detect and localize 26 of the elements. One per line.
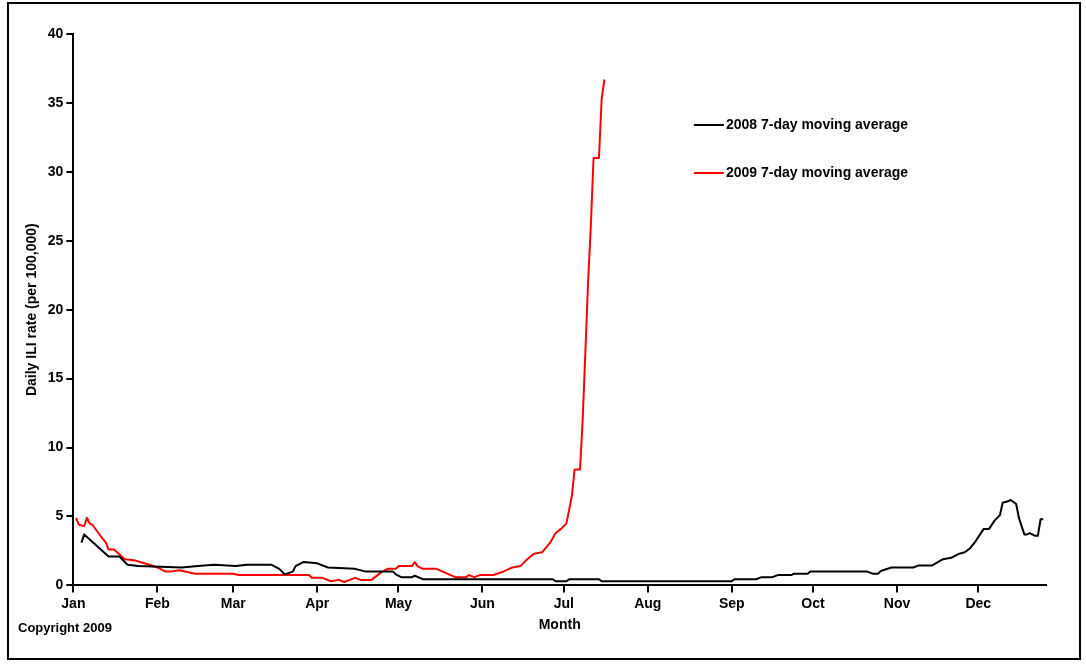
x-tick-label: May: [384, 594, 413, 611]
legend-label: 2008 7-day moving average: [725, 115, 909, 132]
y-tick-label: 25: [47, 231, 64, 248]
x-tick-label: Mar: [220, 594, 247, 611]
x-tick-label: Dec: [965, 594, 992, 611]
x-tick-label: Nov: [883, 594, 911, 611]
x-tick-label: Sep: [718, 594, 745, 611]
y-axis-title: Daily ILI rate (per 100,000): [23, 223, 40, 397]
x-tick-label: Jul: [553, 594, 574, 611]
text: Copyright 2009: [18, 620, 112, 635]
y-tick-label: 30: [47, 162, 64, 179]
x-tick-label: Oct: [801, 594, 826, 611]
y-tick-label: 10: [47, 438, 64, 455]
x-axis-title: Month: [538, 616, 581, 633]
x-tick-label: Apr: [305, 594, 330, 611]
legend-label: 2009 7-day moving average: [725, 163, 909, 180]
y-tick-label: 40: [47, 24, 64, 41]
y-tick-label: 0: [55, 576, 64, 593]
x-tick-label: Aug: [634, 594, 662, 611]
y-tick-label: 15: [47, 369, 64, 386]
y-tick-label: 5: [55, 507, 64, 524]
y-tick-label: 20: [47, 300, 64, 317]
x-tick-label: Jan: [61, 594, 86, 611]
y-tick-label: 35: [47, 93, 64, 110]
x-tick-label: Jun: [470, 594, 495, 611]
x-tick-label: Feb: [144, 594, 170, 611]
